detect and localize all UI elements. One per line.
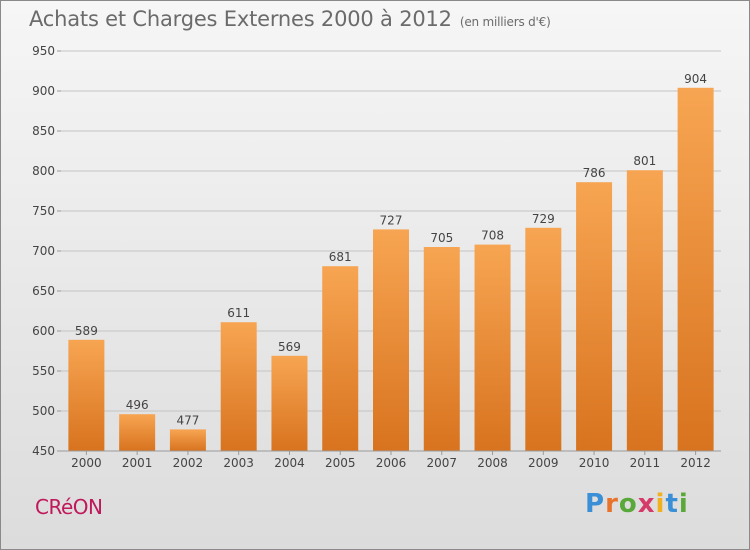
- proxiti-logo: Proxiti: [585, 489, 689, 519]
- bar-2010: [576, 182, 613, 451]
- x-tick-label-2005: 2005: [325, 456, 356, 470]
- logo-letter: r: [605, 489, 619, 519]
- value-label-2008: 708: [481, 229, 504, 243]
- bar-2005: [322, 266, 359, 451]
- bar-2003: [220, 322, 257, 451]
- value-label-2004: 569: [278, 340, 301, 354]
- title-text: Achats et Charges Externes 2000 à 2012: [29, 7, 452, 31]
- y-tick-label: 500: [32, 404, 55, 418]
- x-tick-label-2007: 2007: [426, 456, 457, 470]
- bar-2002: [169, 429, 206, 451]
- x-tick-label-2006: 2006: [376, 456, 407, 470]
- value-label-2001: 496: [126, 398, 149, 412]
- bar-2004: [271, 355, 308, 451]
- chart-title: Achats et Charges Externes 2000 à 2012 (e…: [29, 7, 551, 31]
- commune-name: CRéON: [35, 495, 103, 519]
- y-tick-label: 900: [32, 84, 55, 98]
- y-tick-label: 550: [32, 364, 55, 378]
- value-label-2007: 705: [430, 231, 453, 245]
- value-label-2000: 589: [75, 324, 98, 338]
- value-labels: 589 496 477 611 569 681 727 705 708 729 786 801 904: [75, 72, 707, 428]
- value-label-2005: 681: [329, 250, 352, 264]
- y-tick-label: 650: [32, 284, 55, 298]
- y-tick-label: 950: [32, 44, 55, 58]
- x-tick-label-2011: 2011: [630, 456, 661, 470]
- x-tick-label-2003: 2003: [223, 456, 254, 470]
- bar-2009: [525, 227, 562, 451]
- y-axis-ticks: 450 500 550 600 650 700 750 800 850 900 950: [32, 44, 61, 458]
- bars: [68, 87, 714, 452]
- value-label-2003: 611: [227, 306, 250, 320]
- logo-letter: x: [637, 489, 656, 519]
- value-label-2009: 729: [532, 212, 555, 226]
- x-tick-label-2012: 2012: [680, 456, 711, 470]
- y-tick-label: 850: [32, 124, 55, 138]
- x-tick-label-2001: 2001: [122, 456, 153, 470]
- bar-2001: [119, 414, 156, 451]
- bar-2012: [677, 87, 714, 452]
- x-tick-label-2000: 2000: [71, 456, 102, 470]
- chart-subtitle: (en milliers d'€): [459, 15, 551, 29]
- value-label-2010: 786: [583, 166, 606, 180]
- bar-2006: [373, 229, 409, 451]
- value-label-2011: 801: [633, 154, 656, 168]
- logo-letter: i: [655, 489, 666, 519]
- logo-letter: P: [585, 489, 606, 519]
- bar-2008: [474, 244, 511, 451]
- value-label-2002: 477: [176, 413, 199, 427]
- y-tick-label: 800: [32, 164, 55, 178]
- bar-2011: [626, 170, 663, 451]
- logo-letter: t: [665, 489, 679, 519]
- x-tick-label-2009: 2009: [528, 456, 559, 470]
- bar-2000: [68, 339, 105, 451]
- x-axis-ticks: 2000 2001 2002 2003 2004 2005 2006 2007 2008 2009…: [71, 451, 711, 470]
- logo-letter: o: [618, 489, 638, 519]
- y-tick-label: 750: [32, 204, 55, 218]
- bar-2007: [423, 247, 460, 451]
- x-tick-label-2004: 2004: [274, 456, 305, 470]
- y-tick-label: 700: [32, 244, 55, 258]
- x-tick-label-2008: 2008: [477, 456, 508, 470]
- value-label-2006: 727: [380, 213, 403, 227]
- y-tick-label: 600: [32, 324, 55, 338]
- y-tick-label: 450: [32, 444, 55, 458]
- value-label-2012: 904: [684, 72, 707, 86]
- logo-letter: i: [678, 489, 689, 519]
- x-tick-label-2010: 2010: [579, 456, 610, 470]
- x-tick-label-2002: 2002: [173, 456, 204, 470]
